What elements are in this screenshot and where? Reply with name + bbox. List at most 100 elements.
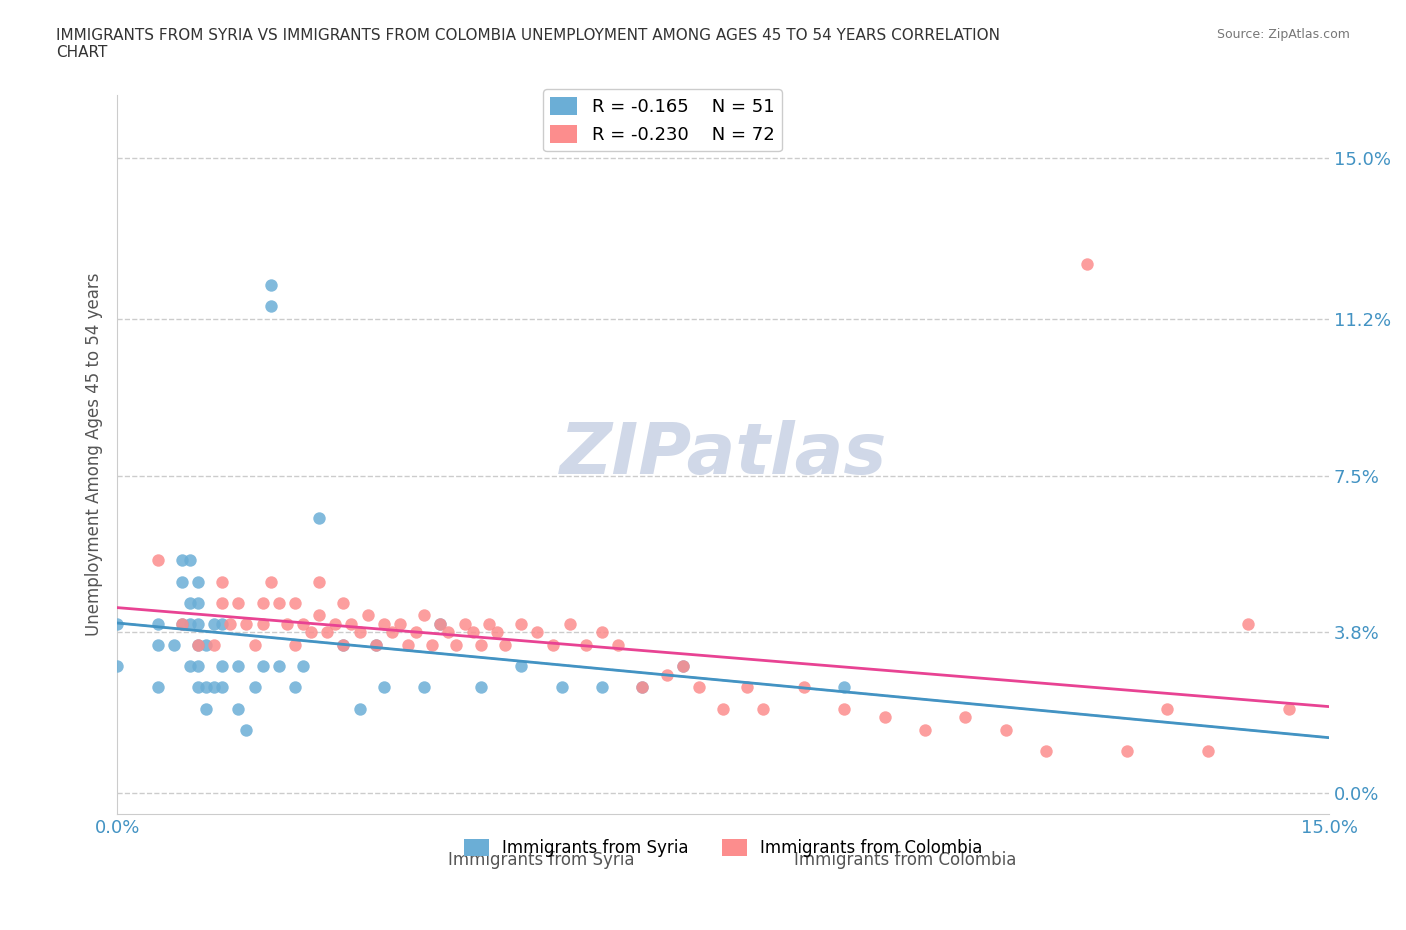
Point [170, 574, 193, 589]
Point [323, 617, 346, 631]
Point [211, 617, 233, 631]
Point [832, 701, 855, 716]
Point [211, 658, 233, 673]
Point [373, 680, 395, 695]
Point [179, 595, 201, 610]
Point [228, 658, 250, 673]
Text: Source: ZipAtlas.com: Source: ZipAtlas.com [1216, 28, 1350, 41]
Point [793, 680, 815, 695]
Point [510, 658, 533, 673]
Point [631, 680, 654, 695]
Point [170, 553, 193, 568]
Text: IMMIGRANTS FROM SYRIA VS IMMIGRANTS FROM COLOMBIA UNEMPLOYMENT AMONG AGES 45 TO : IMMIGRANTS FROM SYRIA VS IMMIGRANTS FROM… [56, 28, 1000, 60]
Point [711, 701, 734, 716]
Point [219, 617, 242, 631]
Point [955, 710, 977, 724]
Legend: R = -0.165    N = 51, R = -0.230    N = 72: R = -0.165 N = 51, R = -0.230 N = 72 [543, 89, 782, 152]
Point [187, 638, 209, 653]
Point [550, 680, 572, 695]
Point [494, 638, 516, 653]
Point [752, 701, 775, 716]
Point [1278, 701, 1301, 716]
Point [1197, 743, 1219, 758]
Point [349, 701, 371, 716]
Point [163, 638, 186, 653]
Point [202, 617, 225, 631]
Point [1035, 743, 1057, 758]
Point [146, 617, 169, 631]
Point [485, 625, 508, 640]
Point [1116, 743, 1139, 758]
Point [349, 625, 371, 640]
Point [832, 680, 855, 695]
Point [170, 617, 193, 631]
Point [631, 680, 654, 695]
Point [737, 680, 759, 695]
Point [994, 723, 1017, 737]
Point [591, 680, 613, 695]
Point [195, 701, 218, 716]
Point [187, 680, 209, 695]
Point [510, 617, 533, 631]
Point [276, 617, 298, 631]
Point [332, 638, 354, 653]
Point [284, 638, 307, 653]
Point [146, 638, 169, 653]
Point [437, 625, 460, 640]
Point [292, 658, 315, 673]
Point [252, 595, 274, 610]
Point [202, 638, 225, 653]
Point [260, 574, 283, 589]
Point [187, 574, 209, 589]
Point [356, 608, 378, 623]
Point [243, 680, 266, 695]
Point [478, 617, 501, 631]
Point [170, 617, 193, 631]
Point [252, 658, 274, 673]
Point [235, 723, 257, 737]
Point [332, 638, 354, 653]
Point [526, 625, 548, 640]
Point [146, 680, 169, 695]
Point [1237, 617, 1260, 631]
Text: Immigrants from Syria: Immigrants from Syria [449, 851, 634, 869]
Point [308, 511, 330, 525]
Point [672, 658, 695, 673]
Point [195, 680, 218, 695]
Point [543, 638, 565, 653]
Point [292, 617, 315, 631]
Point [429, 617, 451, 631]
Point [179, 658, 201, 673]
Point [260, 278, 283, 293]
Point [413, 680, 436, 695]
Point [575, 638, 598, 653]
Point [243, 638, 266, 653]
Point [187, 638, 209, 653]
Point [179, 553, 201, 568]
Point [179, 617, 201, 631]
Point [187, 617, 209, 631]
Point [228, 595, 250, 610]
Point [413, 608, 436, 623]
Point [373, 617, 395, 631]
Point [299, 625, 322, 640]
Point [607, 638, 630, 653]
Point [267, 658, 290, 673]
Point [308, 574, 330, 589]
Point [105, 658, 128, 673]
Point [211, 595, 233, 610]
Point [284, 595, 307, 610]
Point [1156, 701, 1178, 716]
Point [461, 625, 484, 640]
Point [228, 701, 250, 716]
Point [260, 299, 283, 313]
Point [446, 638, 468, 653]
Point [211, 574, 233, 589]
Point [146, 553, 169, 568]
Point [655, 667, 678, 682]
Point [688, 680, 710, 695]
Point [211, 680, 233, 695]
Text: ZIPatlas: ZIPatlas [560, 420, 887, 489]
Point [252, 617, 274, 631]
Point [284, 680, 307, 695]
